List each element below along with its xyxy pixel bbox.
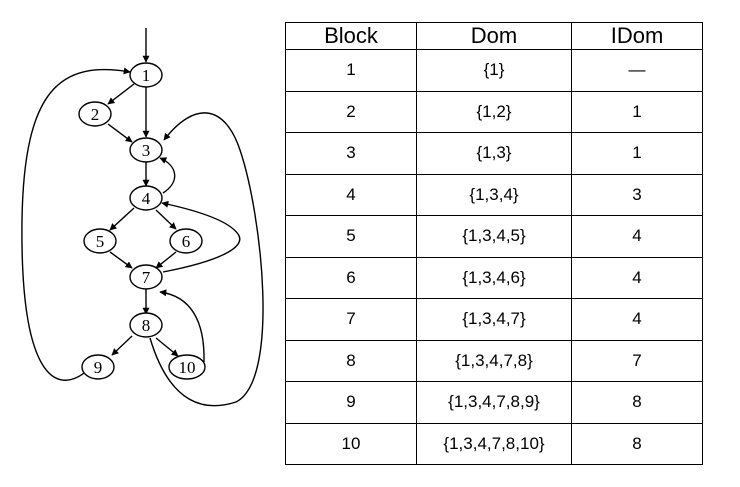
cfg-node-3: 3 (129, 137, 163, 163)
idom-cell: 8 (571, 381, 703, 424)
idom-cell: 1 (571, 90, 703, 133)
cfg-node-9: 9 (81, 354, 115, 380)
edge-10-7 (159, 289, 205, 363)
cfg-node-label: 2 (91, 105, 100, 124)
block-cell: 2 (285, 90, 417, 133)
dom-cell: {1,3,4,5} (416, 215, 572, 258)
idom-cell: 4 (571, 256, 703, 299)
control-flow-graph: 1 2 3 4 5 6 7 8 9 10 (21, 28, 264, 407)
block-cell: 3 (285, 132, 417, 175)
dom-cell: {1,3,4,7,8,9} (416, 381, 572, 424)
edge-8-3 (149, 112, 264, 407)
edge-8-9 (111, 335, 133, 356)
edge-6-7 (155, 251, 177, 269)
idom-cell: — (571, 49, 703, 92)
idom-cell: 8 (571, 422, 703, 465)
block-cell: 5 (285, 215, 417, 258)
idom-cell: 7 (571, 339, 703, 382)
table-row: 9 {1,3,4,7,8,9} 8 (285, 381, 703, 424)
cfg-node-label: 5 (96, 232, 105, 251)
dom-cell: {1,3,4,7} (416, 298, 572, 341)
cfg-node-label: 10 (179, 358, 196, 377)
cfg-node-label: 4 (142, 189, 151, 208)
dom-cell: {1} (416, 49, 572, 92)
table-row: 6 {1,3,4,6} 4 (285, 256, 703, 299)
dom-cell: {1,3,4,6} (416, 256, 572, 299)
table-row: 10 {1,3,4,7,8,10} 8 (285, 422, 703, 465)
header-dom: Dom (416, 22, 572, 50)
cfg-node-label: 7 (142, 268, 151, 287)
edge-4-5 (109, 207, 135, 231)
table-row: 2 {1,2} 1 (285, 90, 703, 133)
table-row: 1 {1} — (285, 49, 703, 92)
cfg-node-label: 1 (142, 66, 151, 85)
cfg-node-8: 8 (129, 312, 163, 338)
cfg-node-5: 5 (83, 228, 117, 254)
table-header-row: Block Dom IDom (285, 22, 703, 50)
cfg-node-label: 9 (94, 358, 103, 377)
edge-4-3 (159, 157, 176, 194)
block-cell: 8 (285, 339, 417, 382)
idom-cell: 1 (571, 132, 703, 175)
table-row: 5 {1,3,4,5} 4 (285, 215, 703, 258)
cfg-node-10: 10 (168, 354, 206, 380)
block-cell: 9 (285, 381, 417, 424)
cfg-node-label: 6 (182, 232, 191, 251)
dom-cell: {1,2} (416, 90, 572, 133)
idom-cell: 3 (571, 173, 703, 216)
cfg-node-4: 4 (129, 185, 163, 211)
cfg-node-label: 3 (142, 141, 151, 160)
table-row: 8 {1,3,4,7,8} 7 (285, 339, 703, 382)
cfg-node-1: 1 (129, 62, 163, 88)
dom-cell: {1,3,4,7,8} (416, 339, 572, 382)
table-row: 3 {1,3} 1 (285, 132, 703, 175)
edge-2-3 (107, 123, 133, 143)
edge-7-4 (161, 200, 241, 273)
dom-cell: {1,3,4} (416, 173, 572, 216)
block-cell: 1 (285, 49, 417, 92)
idom-cell: 4 (571, 215, 703, 258)
table-row: 7 {1,3,4,7} 4 (285, 298, 703, 341)
edge-8-10 (155, 337, 179, 357)
block-cell: 6 (285, 256, 417, 299)
header-block: Block (285, 22, 417, 50)
dominator-table: Block Dom IDom 1 {1} —2 {1,2} 1 3 {1,3} 1 4 {1,3,… (285, 22, 703, 465)
block-cell: 7 (285, 298, 417, 341)
edge-5-7 (109, 251, 133, 269)
edge-1-2 (107, 83, 135, 105)
cfg-node-6: 6 (169, 228, 203, 254)
idom-cell: 4 (571, 298, 703, 341)
header-idom: IDom (571, 22, 703, 50)
edge-9-1 (21, 67, 131, 381)
edge-4-6 (155, 209, 177, 230)
table-row: 4 {1,3,4} 3 (285, 173, 703, 216)
cfg-node-label: 8 (142, 316, 151, 335)
cfg-node-2: 2 (78, 101, 112, 127)
dom-cell: {1,3,4,7,8,10} (416, 422, 572, 465)
cfg-node-7: 7 (129, 264, 163, 290)
block-cell: 4 (285, 173, 417, 216)
block-cell: 10 (285, 422, 417, 465)
dom-cell: {1,3} (416, 132, 572, 175)
